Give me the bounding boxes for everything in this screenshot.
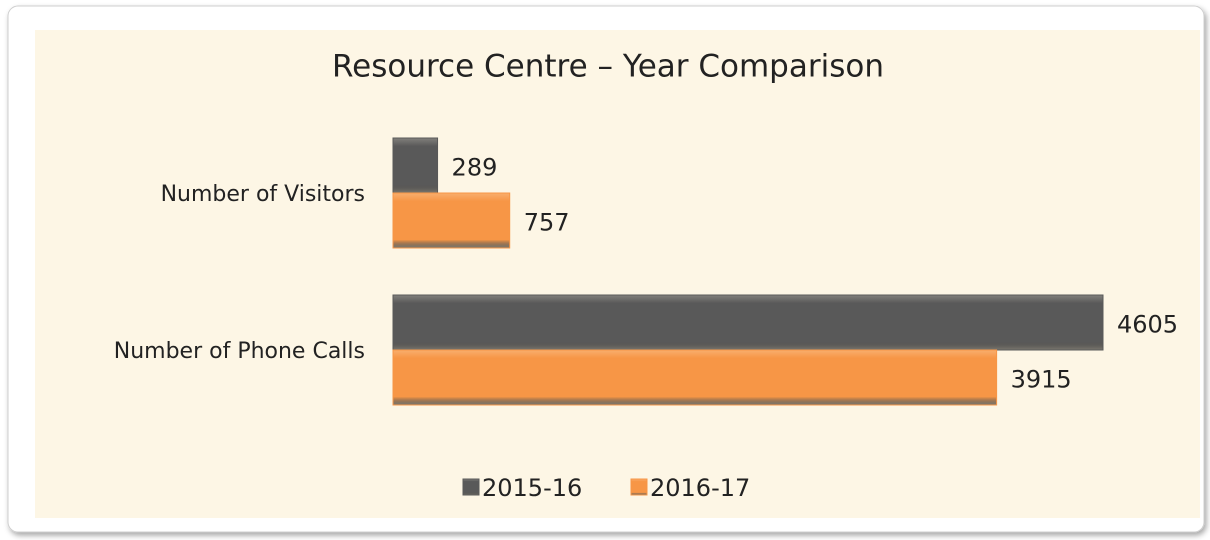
y-tick-label: Number of Phone Calls: [114, 339, 365, 364]
legend-label: 2016-17: [650, 474, 750, 502]
bar: [392, 349, 998, 406]
legend-swatch: [462, 478, 480, 496]
plot-background: [35, 30, 1200, 518]
chart-title: Resource Centre – Year Comparison: [332, 49, 884, 85]
bar: [392, 192, 511, 249]
legend-label: 2015-16: [482, 474, 582, 502]
data-label: 4605: [1117, 311, 1178, 339]
data-label: 289: [452, 154, 498, 182]
legend-swatch: [630, 478, 648, 496]
bar: [392, 294, 1104, 351]
bar: [392, 137, 439, 194]
data-label: 3915: [1011, 366, 1072, 394]
y-tick-label: Number of Visitors: [161, 182, 365, 207]
data-label: 757: [524, 209, 570, 237]
